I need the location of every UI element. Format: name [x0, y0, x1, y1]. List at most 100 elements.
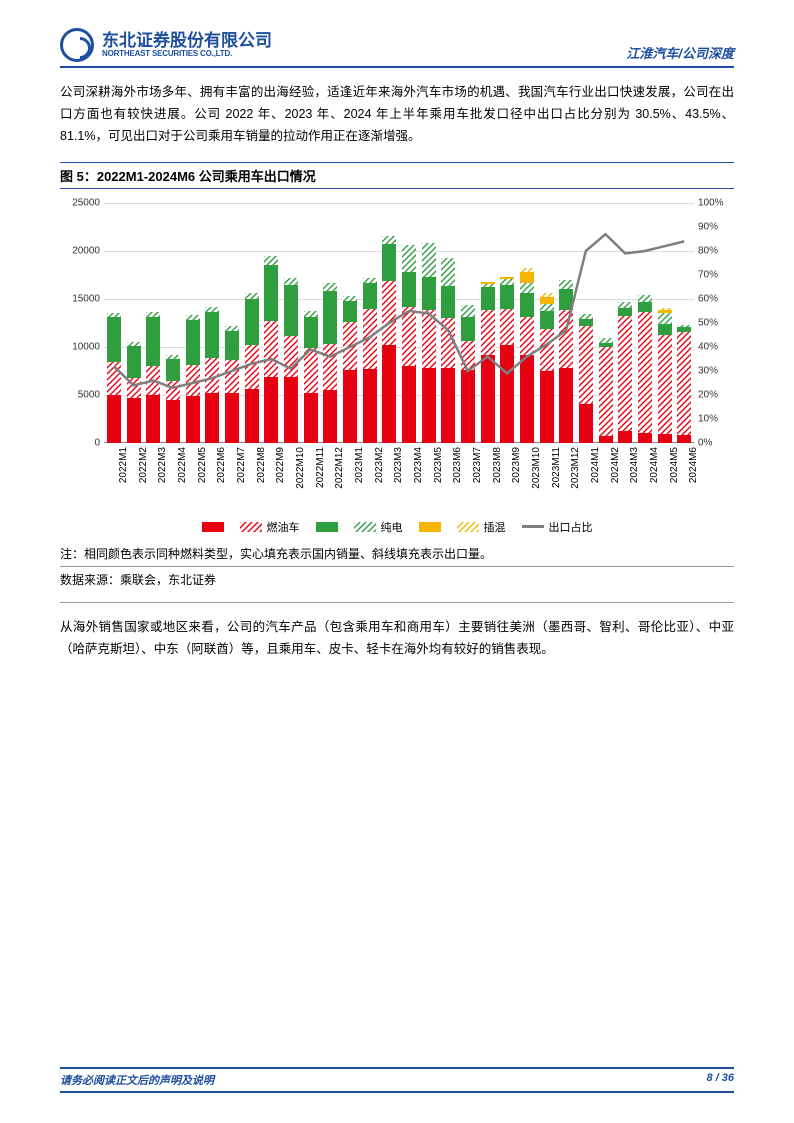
x-tick-label: 2023M5 [433, 447, 444, 483]
y-right-tick: 50% [698, 317, 734, 328]
y-right-tick: 100% [698, 197, 734, 208]
bar-group [343, 203, 357, 443]
bar-group [146, 203, 160, 443]
bar-group [658, 203, 672, 443]
x-tick-label: 2022M8 [256, 447, 267, 483]
bar-group [127, 203, 141, 443]
y-left-tick: 10000 [60, 341, 100, 352]
y-right-tick: 20% [698, 389, 734, 400]
x-tick-label: 2022M6 [216, 447, 227, 483]
x-tick-label: 2022M7 [236, 447, 247, 483]
bar-group [323, 203, 337, 443]
x-tick-label: 2024M6 [688, 447, 699, 483]
bar-group [422, 203, 436, 443]
bar-group [166, 203, 180, 443]
y-right-tick: 0% [698, 437, 734, 448]
paragraph-1: 公司深耕海外市场多年、拥有丰富的出海经验，适逢近年来海外汽车市场的机遇、我国汽车… [60, 82, 734, 148]
bar-group [540, 203, 554, 443]
bar-group [677, 203, 691, 443]
x-tick-label: 2023M12 [570, 447, 581, 489]
bar-group [638, 203, 652, 443]
figure-title: 图 5：2022M1-2024M6 公司乘用车出口情况 [60, 166, 734, 185]
company-logo-icon [60, 28, 94, 62]
bar-group [205, 203, 219, 443]
paragraph-2: 从海外销售国家或地区来看，公司的汽车产品（包含乘用车和商用车）主要销往美洲（墨西… [60, 617, 734, 661]
bar-group [461, 203, 475, 443]
legend-phev-solid [419, 522, 441, 532]
bar-group [618, 203, 632, 443]
x-tick-label: 2023M11 [551, 447, 562, 488]
x-tick-label: 2024M5 [669, 447, 680, 483]
bar-group [284, 203, 298, 443]
bar-group [500, 203, 514, 443]
x-tick-label: 2024M3 [629, 447, 640, 483]
x-tick-label: 2022M5 [197, 447, 208, 483]
x-tick-label: 2023M7 [472, 447, 483, 483]
y-left-tick: 20000 [60, 245, 100, 256]
doc-tag: 江淮汽车/公司深度 [626, 43, 734, 62]
bar-group [579, 203, 593, 443]
logo-block: 东北证券股份有限公司 NORTHEAST SECURITIES CO.,LTD. [60, 28, 272, 62]
bar-group [520, 203, 534, 443]
x-tick-label: 2023M6 [452, 447, 463, 483]
bar-group [107, 203, 121, 443]
y-left-tick: 15000 [60, 293, 100, 304]
x-tick-label: 2023M1 [354, 447, 365, 483]
y-right-tick: 90% [698, 221, 734, 232]
chart-legend: 燃油车 纯电 插混出口占比 [60, 519, 734, 535]
footer-disclaimer: 请务必阅读正文后的声明及说明 [60, 1072, 214, 1088]
bar-group [304, 203, 318, 443]
y-right-tick: 30% [698, 365, 734, 376]
legend-bev-hatch: 纯电 [354, 519, 403, 535]
x-tick-label: 2024M2 [610, 447, 621, 483]
bar-group [402, 203, 416, 443]
figure-note: 注：相同颜色表示同种燃料类型，实心填充表示国内销量、斜线填充表示出口量。 [60, 541, 734, 567]
company-name-en: NORTHEAST SECURITIES CO.,LTD. [102, 50, 272, 58]
x-tick-label: 2022M10 [295, 447, 306, 489]
x-tick-label: 2024M4 [649, 447, 660, 483]
x-tick-label: 2023M3 [393, 447, 404, 483]
bar-group [599, 203, 613, 443]
x-tick-label: 2022M12 [334, 447, 345, 489]
bar-group [186, 203, 200, 443]
x-tick-label: 2023M10 [531, 447, 542, 489]
legend-bev-solid [316, 522, 338, 532]
legend-fuel-hatch: 燃油车 [240, 519, 300, 535]
bar-group [225, 203, 239, 443]
legend-ratio-line: 出口占比 [522, 519, 593, 535]
bar-group [363, 203, 377, 443]
company-name-cn: 东北证券股份有限公司 [102, 32, 272, 50]
page-footer: 请务必阅读正文后的声明及说明 8 / 36 [60, 1067, 734, 1093]
bar-group [264, 203, 278, 443]
page-header: 东北证券股份有限公司 NORTHEAST SECURITIES CO.,LTD.… [60, 28, 734, 68]
legend-fuel-solid [202, 522, 224, 532]
x-tick-label: 2023M2 [374, 447, 385, 483]
y-right-tick: 70% [698, 269, 734, 280]
y-left-tick: 25000 [60, 197, 100, 208]
x-tick-label: 2022M2 [138, 447, 149, 483]
bar-group [559, 203, 573, 443]
y-left-tick: 0 [60, 437, 100, 448]
y-right-tick: 60% [698, 293, 734, 304]
y-right-tick: 40% [698, 341, 734, 352]
y-right-tick: 10% [698, 413, 734, 424]
x-tick-label: 2022M11 [315, 447, 326, 488]
page-number: 8 / 36 [706, 1072, 734, 1088]
bar-group [441, 203, 455, 443]
x-tick-label: 2022M9 [275, 447, 286, 483]
x-tick-label: 2022M1 [118, 447, 129, 483]
legend-phev-hatch: 插混 [457, 519, 506, 535]
x-tick-label: 2023M9 [511, 447, 522, 483]
figure-title-wrap: 图 5：2022M1-2024M6 公司乘用车出口情况 [60, 162, 734, 189]
export-chart: 0 5000 10000 15000 20000 25000 0% 10% 20% 30% 40% 5… [60, 195, 734, 535]
y-left-tick: 5000 [60, 389, 100, 400]
x-tick-label: 2023M4 [413, 447, 424, 483]
y-right-tick: 80% [698, 245, 734, 256]
x-tick-label: 2024M1 [590, 447, 601, 483]
bar-group [481, 203, 495, 443]
bar-group [245, 203, 259, 443]
bar-group [382, 203, 396, 443]
x-tick-label: 2022M3 [157, 447, 168, 483]
x-tick-label: 2023M8 [492, 447, 503, 483]
x-tick-label: 2022M4 [177, 447, 188, 483]
